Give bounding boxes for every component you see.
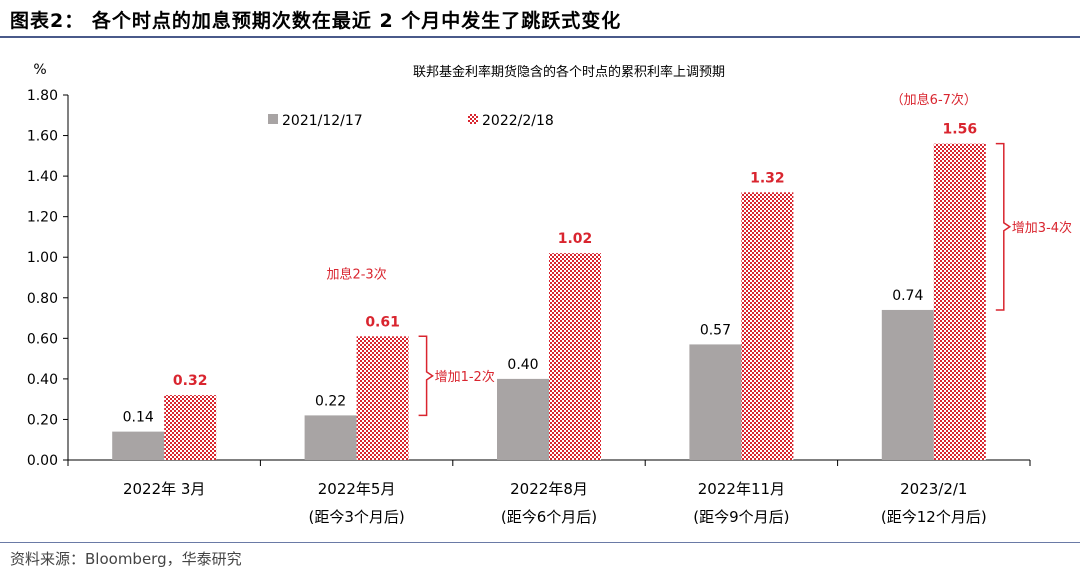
bar-series1 (112, 431, 165, 460)
y-tick-label: 0.40 (27, 372, 58, 388)
y-tick-label: 1.60 (27, 129, 58, 145)
x-tick-label-sub: (距今3个月后) (308, 508, 404, 526)
x-tick-label-sub: (距今12个月后) (881, 508, 987, 526)
bar-series2 (356, 336, 409, 460)
data-label-series2: 1.56 (943, 122, 978, 138)
bar-chart: 联邦基金利率期货隐含的各个时点的累积利率上调预期% 0.00 0.20 0.40 0.6… (27, 62, 1072, 526)
x-tick-label: 2022年11月 (698, 480, 785, 498)
bar-series1 (304, 415, 357, 460)
legend-swatch-series1 (268, 114, 278, 124)
page-title: 图表2： 各个时点的加息预期次数在最近 2 个月中发生了跳跃式变化 (10, 10, 622, 32)
y-tick-label: 1.40 (27, 169, 58, 185)
annotation-brace (995, 142, 1012, 311)
legend-label-series1: 2021/12/17 (282, 113, 363, 129)
legend-swatch-series2 (468, 114, 478, 124)
data-label-series1: 0.14 (123, 410, 154, 426)
title-divider (0, 36, 1080, 38)
annotation-text: 加息2-3次 (326, 266, 386, 282)
y-tick-label: 1.20 (27, 210, 58, 226)
bar-series2 (549, 253, 601, 460)
bar-series2 (741, 192, 794, 461)
data-label-series1: 0.40 (507, 357, 538, 373)
bar-series1 (881, 309, 934, 460)
annotation-text: 增加3-4次 (1012, 220, 1072, 236)
data-label-series2: 0.61 (365, 314, 400, 330)
y-axis-unit: % (33, 62, 46, 78)
bar-series2 (164, 395, 217, 460)
y-tick-label: 0.20 (27, 412, 58, 428)
bar-series1 (689, 344, 742, 460)
data-label-series2: 1.02 (558, 231, 593, 247)
legend-label-series2: 2022/2/18 (482, 113, 554, 129)
annotation-brace (418, 335, 434, 417)
data-label-series1: 0.57 (700, 322, 731, 338)
annotation-text: （加息6-7次） (891, 92, 977, 108)
x-tick-label-sub: (距今9个月后) (693, 508, 789, 526)
y-tick-label: 0.00 (27, 453, 58, 469)
x-tick-label: 2022年 3月 (123, 480, 206, 498)
data-label-series1: 0.22 (315, 393, 346, 409)
x-tick-label-sub: (距今6个月后) (501, 508, 597, 526)
bar-series1 (497, 378, 549, 460)
data-label-series2: 0.32 (173, 373, 208, 389)
y-tick-label: 1.00 (27, 250, 58, 266)
chart-title: 联邦基金利率期货隐含的各个时点的累积利率上调预期 (413, 64, 725, 80)
footer-divider (0, 542, 1080, 543)
y-tick-label: 0.60 (27, 331, 58, 347)
data-label-series2: 1.32 (750, 170, 785, 186)
y-tick-label: 1.80 (27, 88, 58, 104)
x-tick-label: 2022年8月 (510, 480, 588, 498)
annotation-text: 增加1-2次 (435, 369, 495, 385)
bar-series2 (933, 143, 986, 460)
y-tick-label: 0.80 (27, 291, 58, 307)
x-tick-label: 2022年5月 (318, 480, 396, 498)
source-note: 资料来源：Bloomberg，华泰研究 (10, 550, 242, 568)
data-label-series1: 0.74 (892, 288, 923, 304)
x-tick-label: 2023/2/1 (900, 480, 967, 498)
